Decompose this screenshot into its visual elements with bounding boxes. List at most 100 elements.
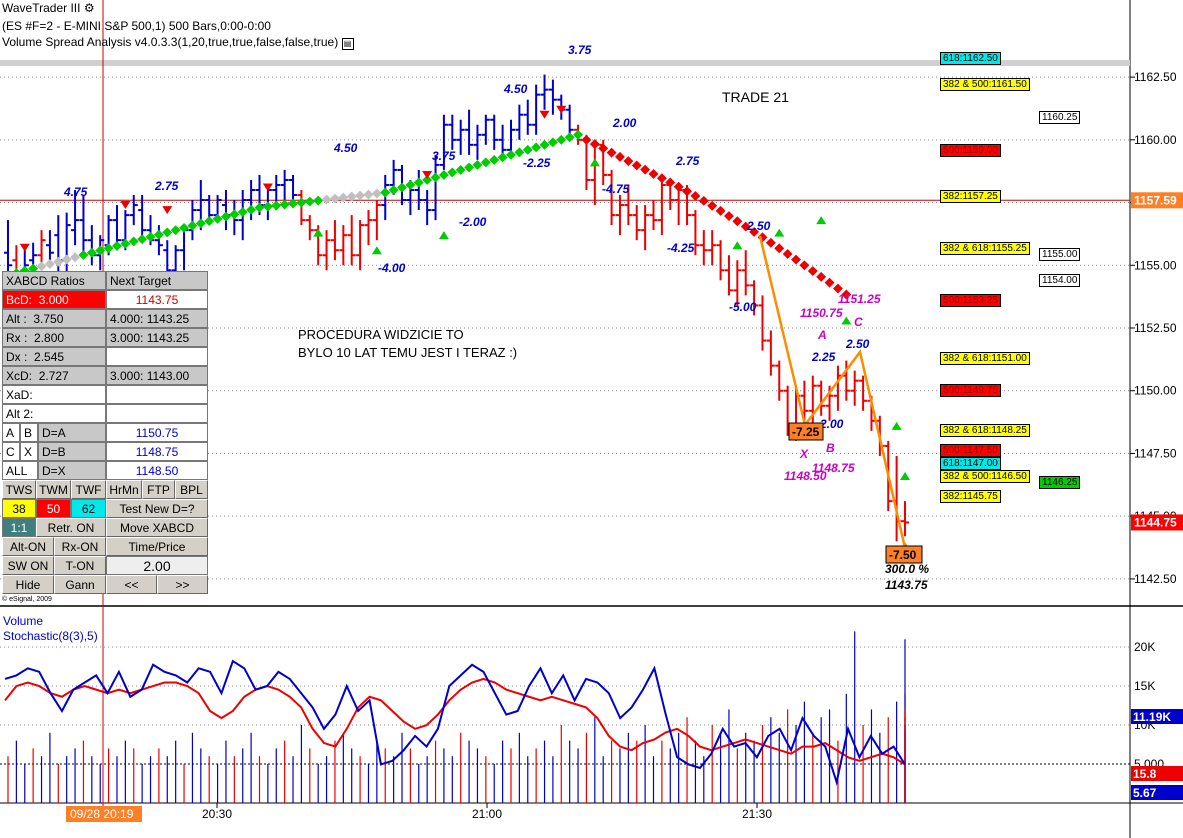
ratio-1-1-button[interactable]: 1:1 [2, 518, 36, 537]
hide-button[interactable]: Hide [2, 575, 54, 594]
t-on-button[interactable]: T-ON [54, 556, 106, 575]
price-bar [297, 190, 306, 226]
wave-label: 4.75 [63, 185, 88, 199]
price-bar [632, 205, 641, 241]
ma-dot [455, 164, 466, 175]
trade-label: TRADE 21 [722, 89, 789, 105]
fib-level-tag[interactable]: 382 & 618:1155.25 [940, 242, 1030, 255]
time-price-button[interactable]: Time/Price [106, 537, 208, 556]
point-c-button[interactable]: C [2, 442, 20, 461]
fib-level-tag[interactable]: 382 & 618:1148.25 [940, 424, 1030, 437]
dx-label: Dx : [6, 349, 28, 364]
down-triangle [539, 110, 550, 119]
rx-row[interactable]: Rx : 2.800 [2, 328, 106, 347]
wave-label: 2.25 [811, 350, 836, 364]
ma-dot [204, 216, 215, 227]
rx-label: Rx : [6, 330, 28, 345]
ma-dot [338, 192, 349, 203]
ma-dot [732, 216, 743, 227]
fib-level-tag[interactable]: 382 & 618:1151.00 [940, 352, 1030, 365]
bpl-button[interactable]: BPL [175, 480, 208, 499]
settings-icon[interactable]: ⚙ [83, 1, 95, 15]
ma-dot [640, 164, 651, 175]
ftp-button[interactable]: FTP [142, 480, 175, 499]
alt-on-button[interactable]: Alt-ON [2, 537, 54, 556]
price-bar [473, 124, 482, 160]
ma-dot [438, 169, 449, 180]
up-triangle [438, 231, 449, 240]
ma-dot [832, 283, 843, 294]
sw-on-button[interactable]: SW ON [2, 556, 54, 575]
alt2-row[interactable]: Alt 2: [2, 404, 106, 423]
tws-button[interactable]: TWS [2, 480, 36, 499]
ma-dot [162, 227, 173, 238]
ma-dot [422, 175, 433, 185]
fib-level-tag[interactable]: 618:1162.50 [940, 52, 1001, 65]
gann-button[interactable]: Gann [54, 575, 106, 594]
dx-row[interactable]: Dx : 2.545 [2, 347, 106, 366]
move-xabcd-button[interactable]: Move XABCD [106, 518, 208, 537]
hrmn-button[interactable]: HrMn [106, 480, 142, 499]
ma-dot [598, 143, 609, 154]
stoch1-value: 15.8 [1133, 767, 1157, 781]
test-new-d-button[interactable]: Test New D=? [106, 499, 208, 518]
bcd-target: 1143.75 [106, 290, 208, 309]
fib-level-tag[interactable]: 500:1149.75 [940, 384, 1001, 397]
point-a-button[interactable]: A [2, 423, 20, 442]
ma-dot [573, 129, 584, 140]
fib-level-tag[interactable]: 1160.25 [1039, 111, 1081, 124]
rx-on-button[interactable]: Rx-ON [54, 537, 106, 556]
d-equals-b[interactable]: D=B [38, 442, 106, 461]
xcd-row[interactable]: XcD: 2.727 [2, 366, 106, 385]
retr-on-button[interactable]: Retr. ON [36, 518, 106, 537]
fib-level-tag[interactable]: 382:1145.75 [940, 490, 1001, 503]
dx-value: 2.545 [34, 349, 65, 364]
fib-level-tag[interactable]: 382 & 500:1161.50 [940, 78, 1030, 91]
d-equals-x[interactable]: D=X [38, 461, 106, 480]
ma-dot [262, 201, 273, 212]
note-line-2: BYLO 10 LAT TEMU JEST I TERAZ :) [298, 345, 518, 360]
fib-level-tag[interactable]: 500:1147.50 [940, 444, 1001, 457]
next-button[interactable]: >> [157, 575, 208, 594]
fib-38-button[interactable]: 38 [2, 499, 36, 518]
wave-label: 2.00 [612, 116, 637, 130]
point-x-button[interactable]: X [20, 442, 38, 461]
fib-level-tag[interactable]: 382 & 500:1146.50 [940, 470, 1030, 483]
volume-value: 11.19K [1133, 710, 1171, 724]
alt-row[interactable]: Alt : 3.750 [2, 309, 106, 328]
fib-level-tag[interactable]: 1154.00 [1039, 274, 1081, 287]
ma-dot [724, 211, 734, 221]
ma-dot [112, 241, 122, 251]
fib-level-tag[interactable]: 618:1147.00 [940, 457, 1001, 470]
fib-level-tag[interactable]: 1155.00 [1039, 248, 1081, 261]
point-b-button[interactable]: B [20, 423, 38, 442]
fib-level-tag[interactable]: 500:1153.25 [940, 294, 1001, 307]
all-button[interactable]: ALL [2, 461, 38, 480]
alt2-target [106, 404, 208, 423]
fib-level-tag[interactable]: 500:1159.00 [940, 144, 1001, 157]
fib-level-tag[interactable]: 382:1157.25 [940, 190, 1001, 203]
ma-dot [682, 186, 692, 197]
lock-icon[interactable]: ▤ [341, 38, 354, 50]
fib-62-button[interactable]: 62 [71, 499, 106, 518]
wave-label: -2.25 [523, 156, 551, 170]
xad-row[interactable]: XaD: [2, 385, 106, 404]
fib-level-tag[interactable]: 1146.25 [1039, 476, 1081, 489]
price-bar [305, 215, 314, 241]
ma-dot [78, 250, 89, 260]
prev-button[interactable]: << [106, 575, 157, 594]
price-bar [733, 260, 742, 306]
bcd-row[interactable]: BcD: 3.000 [2, 290, 106, 309]
twf-button[interactable]: TWF [71, 480, 106, 499]
price-bar [381, 174, 390, 221]
fib-50-button[interactable]: 50 [36, 499, 71, 518]
up-triangle [841, 316, 852, 325]
twm-button[interactable]: TWM [36, 480, 71, 499]
d-equals-a[interactable]: D=A [38, 423, 106, 442]
ma-dot [547, 137, 558, 148]
ma-dot [514, 147, 525, 158]
time-price-value[interactable]: 2.00 [106, 556, 208, 575]
ma-dot [807, 266, 818, 276]
ma-dot [120, 238, 131, 249]
stochastic-fast-line [4, 659, 906, 787]
